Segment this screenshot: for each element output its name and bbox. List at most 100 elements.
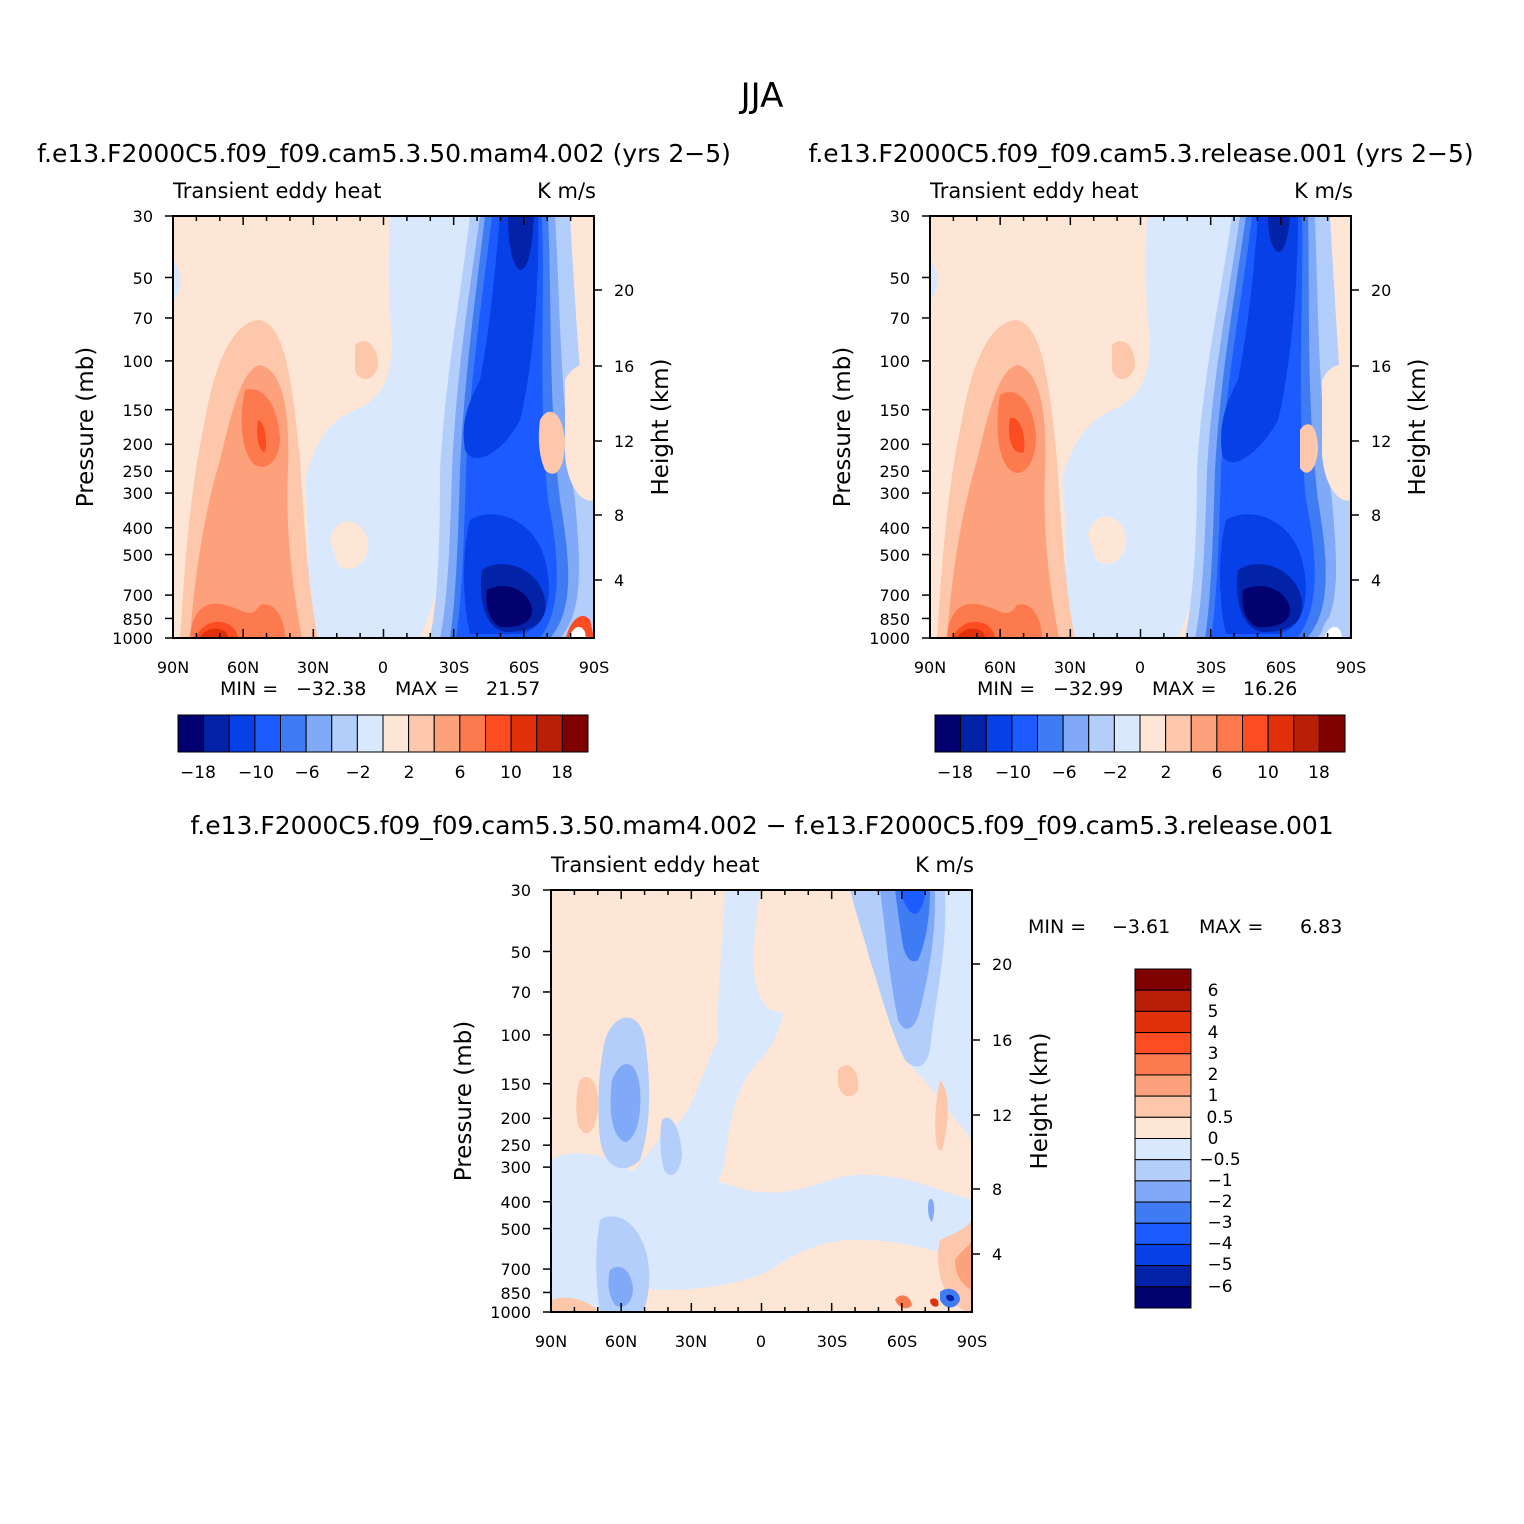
colorbar-swatch [1134,1095,1192,1118]
y-right-tick-label: 4 [1371,571,1381,590]
x-tick-label: 90S [579,658,610,677]
x-tick-label: 30S [817,1332,848,1351]
colorbar-label: 6 [1208,981,1219,1001]
y-tick-label: 850 [122,610,153,629]
panel-title: f.e13.F2000C5.f09_f09.cam5.3.release.001… [808,139,1473,168]
subtitle-right: K m/s [537,179,596,203]
colorbar-label: −18 [180,763,216,783]
y-tick-label: 50 [133,269,153,288]
y-right-tick-label: 12 [1371,432,1391,451]
colorbar-label: 2 [1161,763,1172,783]
y-right-tick-label: 20 [992,955,1012,974]
y-axis-label: Pressure (mb) [830,347,856,507]
y-axis-right-label: Height (km) [1405,358,1431,495]
y-right-tick-label: 4 [992,1245,1002,1264]
y-tick-label: 500 [122,546,153,565]
colorbar-swatch [1134,1286,1192,1309]
min-label: MIN = [220,678,278,700]
colorbar-label: 3 [1208,1044,1219,1064]
colorbar-swatch [1134,989,1192,1012]
y-right-tick-label: 16 [614,357,634,376]
y-tick-label: 1000 [112,629,153,648]
contour-field [173,216,594,638]
colorbar-label: 18 [551,763,573,783]
colorbar-label: 0.5 [1206,1108,1233,1128]
min-value: −32.99 [1053,678,1123,700]
y-tick-label: 300 [122,484,153,503]
colorbar-swatch [1134,1138,1192,1161]
panel-model-release: f.e13.F2000C5.f09_f09.cam5.3.release.001… [808,139,1473,783]
colorbar-label: −10 [238,763,274,783]
colorbar-swatch [1134,1201,1192,1224]
colorbar-swatch [1113,714,1141,753]
colorbar-swatch [1134,1159,1192,1182]
x-tick-label: 60N [984,658,1016,677]
x-tick-label: 90N [535,1332,567,1351]
min-value: −3.61 [1112,916,1170,938]
colorbar-label: −4 [1207,1234,1232,1254]
colorbar-swatch [1242,714,1269,753]
colorbar-swatch [1062,714,1090,753]
y-tick-label: 100 [500,1026,531,1045]
y-tick-label: 50 [890,269,910,288]
colorbar-label: 1 [1208,1086,1219,1106]
y-tick-label: 200 [879,435,910,454]
colorbar-label: −6 [1207,1277,1232,1297]
colorbar-swatch [485,714,512,753]
colorbar-swatch [1293,714,1320,753]
colorbar-swatch [1134,1222,1192,1245]
colorbar-label: 2 [1208,1065,1219,1085]
y-tick-label: 500 [879,546,910,565]
y-axis-right-label: Height (km) [1027,1032,1053,1169]
x-tick-label: 0 [1135,658,1145,677]
colorbar-label: −6 [1051,763,1076,783]
y-tick-label: 500 [500,1220,531,1239]
colorbar-swatch [1011,714,1038,753]
y-right-tick-label: 20 [614,281,634,300]
x-tick-label: 90N [157,658,189,677]
y-right-tick-label: 8 [992,1180,1002,1199]
colorbar-label: −1 [1207,1171,1232,1191]
colorbar-swatch [536,714,563,753]
y-tick-label: 150 [879,401,910,420]
colorbar-swatch [985,714,1013,753]
y-tick-label: 70 [133,309,153,328]
colorbar-swatch [1190,714,1218,753]
colorbar [1134,968,1192,1309]
colorbar-label: 5 [1208,1002,1219,1022]
colorbar-label: 4 [1208,1023,1219,1043]
colorbar-label: 0 [1208,1129,1219,1149]
y-axis-label: Pressure (mb) [73,347,99,507]
x-tick-label: 90S [1336,658,1367,677]
x-tick-label: 0 [378,658,388,677]
max-value: 16.26 [1243,678,1297,700]
colorbar-label: −18 [937,763,973,783]
y-tick-label: 300 [879,484,910,503]
colorbar-swatch [1088,714,1115,753]
colorbar-swatch [228,714,256,753]
colorbar-swatch [177,714,205,753]
subtitle-right: K m/s [1294,179,1353,203]
contour-field [930,216,1351,638]
x-tick-label: 30S [1196,658,1227,677]
colorbar [934,714,1346,753]
x-tick-label: 90N [914,658,946,677]
y-tick-label: 200 [500,1109,531,1128]
colorbar-swatch [1216,714,1243,753]
colorbar-label: 10 [1257,763,1279,783]
x-tick-label: 60S [509,658,540,677]
y-tick-label: 100 [879,352,910,371]
colorbar-label: −3 [1207,1213,1232,1233]
min-label: MIN = [1028,916,1086,938]
y-tick-label: 250 [122,462,153,481]
colorbar-label: 6 [455,763,466,783]
y-tick-label: 850 [500,1284,531,1303]
contour-field [551,890,972,1312]
x-tick-label: 30N [297,658,329,677]
colorbar-swatch [1134,1010,1192,1034]
figure-title: JJA [739,76,784,116]
colorbar-swatch [1139,714,1167,753]
colorbar-label: −5 [1207,1255,1232,1275]
colorbar-swatch [1134,968,1192,991]
colorbar-swatch [280,714,307,753]
